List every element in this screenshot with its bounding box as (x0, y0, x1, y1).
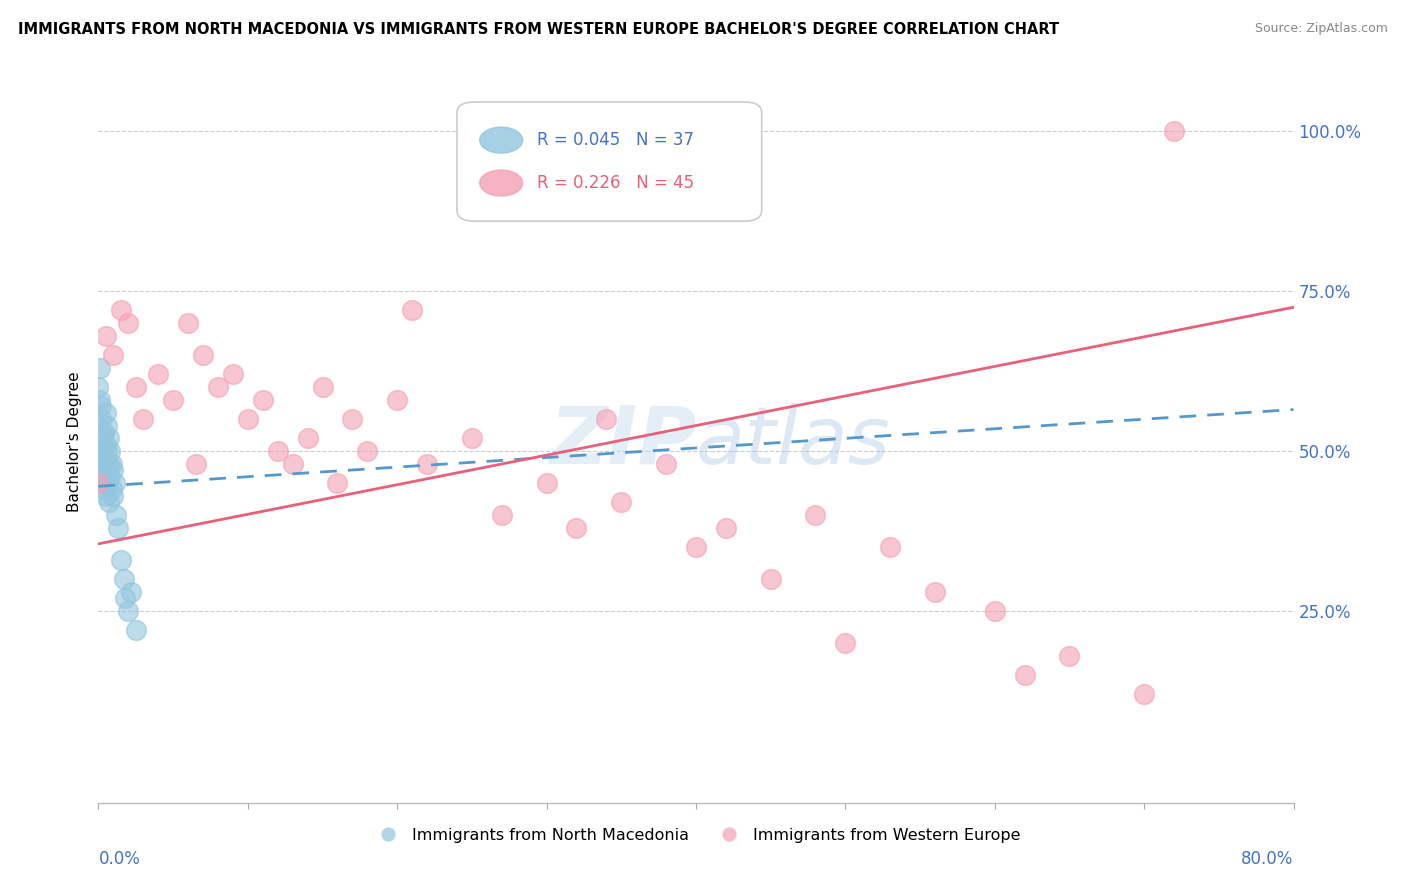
Point (252, 392, 274, 407)
Point (125, 380, 148, 394)
Point (105, 508, 128, 522)
Point (89, 361, 111, 376)
Point (93, 425, 115, 439)
Legend: Immigrants from North Macedonia, Immigrants from Western Europe: Immigrants from North Macedonia, Immigra… (366, 822, 1026, 849)
Point (1014, 668, 1036, 682)
Point (101, 457, 124, 471)
Point (162, 392, 184, 407)
Point (342, 412, 364, 426)
Point (311, 380, 333, 394)
Point (714, 521, 737, 535)
Text: 0.0%: 0.0% (98, 850, 141, 868)
Point (177, 316, 200, 330)
Point (94, 329, 117, 343)
Point (1163, 124, 1185, 138)
Point (132, 412, 155, 426)
Text: Source: ZipAtlas.com: Source: ZipAtlas.com (1254, 22, 1388, 36)
Circle shape (479, 170, 523, 196)
Point (416, 457, 439, 471)
Point (385, 392, 409, 407)
Point (759, 572, 782, 586)
Point (103, 463, 125, 477)
Point (96, 418, 118, 433)
Point (401, 303, 423, 318)
Point (90, 444, 112, 458)
Point (114, 591, 136, 606)
FancyBboxPatch shape (457, 102, 762, 221)
Point (94, 489, 117, 503)
Point (281, 457, 304, 471)
Point (94, 438, 117, 452)
Point (125, 623, 148, 637)
Point (98, 469, 122, 483)
Point (1059, 648, 1081, 663)
Point (97, 495, 120, 509)
Point (90, 412, 112, 426)
Circle shape (479, 127, 523, 153)
Point (96, 476, 118, 491)
Point (104, 476, 127, 491)
Point (879, 540, 901, 554)
Point (924, 584, 946, 599)
Point (94, 463, 117, 477)
Point (207, 380, 229, 394)
Point (97, 431, 120, 445)
Point (97, 457, 120, 471)
Point (98, 444, 122, 458)
Point (356, 444, 378, 458)
Point (91, 431, 114, 445)
Point (236, 412, 259, 426)
Point (222, 368, 245, 382)
Point (461, 431, 484, 445)
Text: atlas: atlas (696, 402, 891, 481)
Point (120, 584, 142, 599)
Point (184, 457, 207, 471)
Point (93, 483, 115, 497)
Text: R = 0.045   N = 37: R = 0.045 N = 37 (537, 131, 695, 149)
Point (91, 457, 114, 471)
Point (655, 457, 678, 471)
Point (565, 521, 588, 535)
Point (804, 508, 827, 522)
Y-axis label: Bachelor's Degree: Bachelor's Degree (67, 371, 83, 512)
Point (491, 508, 513, 522)
Point (610, 495, 633, 509)
Point (87, 380, 110, 394)
Point (1133, 687, 1156, 701)
Point (536, 476, 558, 491)
Point (96, 444, 118, 458)
Point (103, 348, 125, 362)
Point (110, 553, 132, 567)
Point (267, 444, 290, 458)
Point (834, 636, 856, 650)
Point (685, 540, 707, 554)
Text: R = 0.226   N = 45: R = 0.226 N = 45 (537, 174, 695, 192)
Point (117, 316, 139, 330)
Point (103, 489, 125, 503)
Point (297, 431, 319, 445)
Point (112, 572, 135, 586)
Point (148, 368, 170, 382)
Point (191, 348, 214, 362)
Point (595, 412, 617, 426)
Point (93, 450, 115, 465)
Point (89, 392, 111, 407)
Point (91, 469, 114, 483)
Point (117, 604, 139, 618)
Text: IMMIGRANTS FROM NORTH MACEDONIA VS IMMIGRANTS FROM WESTERN EUROPE BACHELOR'S DEG: IMMIGRANTS FROM NORTH MACEDONIA VS IMMIG… (18, 22, 1059, 37)
Point (984, 604, 1007, 618)
Point (326, 476, 349, 491)
Point (110, 303, 132, 318)
Point (94, 406, 117, 420)
Point (101, 483, 124, 497)
Point (87, 476, 110, 491)
Text: 80.0%: 80.0% (1241, 850, 1294, 868)
Text: ZIP: ZIP (548, 402, 696, 481)
Point (107, 521, 129, 535)
Point (90, 400, 112, 414)
